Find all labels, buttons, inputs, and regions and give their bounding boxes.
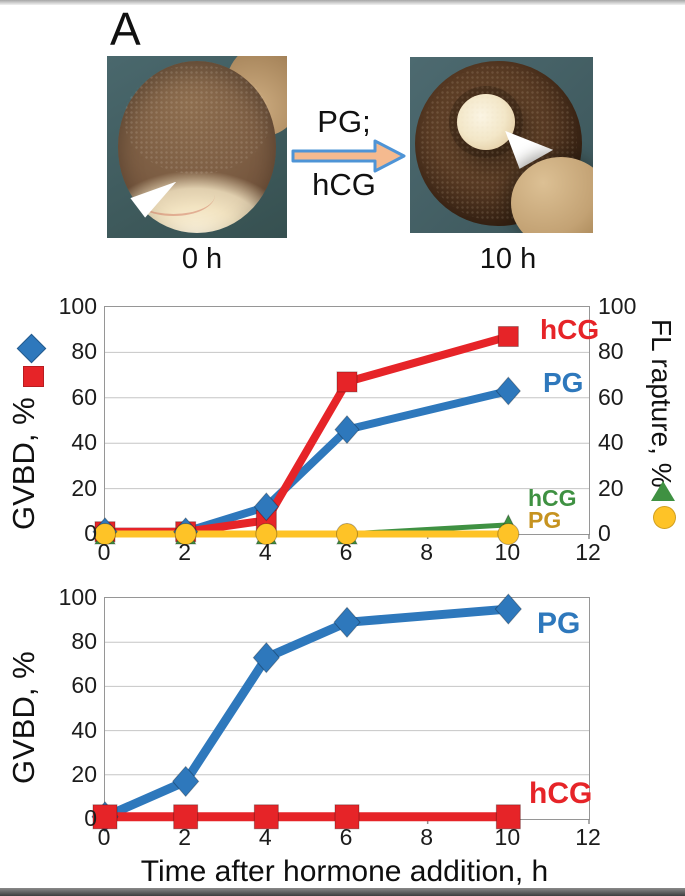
x-tick-label: 10 [494, 824, 521, 850]
y-tick-label-left: 40 [71, 429, 97, 456]
x-tick-label: 12 [575, 824, 601, 850]
marker-diamond [334, 415, 360, 445]
y-tick-label-left: 40 [71, 716, 97, 743]
arrow-bottom-label: hCG [312, 167, 376, 202]
panel-b-plot-area [92, 306, 590, 547]
top-edge-band [0, 0, 685, 5]
marker-square [336, 371, 358, 393]
marker-square [92, 804, 118, 830]
legend-marker-hcg-square [23, 366, 44, 387]
marker-circle [336, 523, 358, 545]
y-tick-label-left: 60 [71, 672, 97, 699]
oocyte-photo-0h [107, 56, 287, 238]
marker-diamond [252, 641, 280, 674]
series-line-pg--gvbd- [101, 386, 513, 536]
neighbor-oocyte-partial [511, 157, 593, 233]
y-tick-label-left: 100 [58, 584, 97, 610]
x-tick-label: 10 [494, 539, 521, 565]
legend-marker-pg-circle [653, 506, 676, 529]
x-tick-label: 4 [258, 824, 272, 850]
maturation-white-spot [457, 93, 516, 150]
marker-circle [255, 523, 278, 545]
y-tick-label-left: 20 [71, 474, 97, 501]
x-tick-label: 2 [178, 539, 192, 565]
panel-c-chart [91, 593, 590, 833]
x-tick-label: 4 [258, 539, 272, 565]
y-tick-label-right: 100 [598, 293, 637, 319]
y-tick-label-left: 80 [71, 338, 97, 365]
y-tick-label-right: 60 [598, 383, 624, 410]
panel-b-series-label-hcg-gvbd: hCG [540, 314, 600, 345]
marker-square [253, 804, 279, 830]
panel-c-series-label-hcg: hCG [529, 777, 593, 810]
arrow-top-label: PG; [317, 104, 371, 139]
y-tick-label-right: 20 [598, 474, 624, 501]
y-tick-label-left: 60 [71, 383, 97, 410]
panel-b-series-label-pg-gvbd: PG [543, 367, 584, 398]
marker-diamond [253, 492, 279, 522]
y-tick-label-left: 20 [71, 760, 97, 787]
panel-b-y-axis-label-left: GVBD, % [6, 397, 41, 531]
marker-circle [174, 523, 197, 545]
caption-0h: 0 h [181, 243, 223, 275]
x-tick-label: 8 [420, 539, 434, 565]
marker-square [334, 804, 360, 830]
y-tick-label-left: 80 [71, 628, 97, 655]
marker-square [495, 804, 521, 830]
x-tick-label: 8 [420, 824, 434, 850]
bottom-edge-band [0, 888, 685, 896]
marker-circle [497, 523, 520, 545]
y-tick-label-right: 0 [598, 520, 611, 546]
x-tick-label: 0 [97, 539, 111, 565]
panel-c-series-label-pg: PG [537, 607, 581, 640]
x-tick-label: 6 [339, 824, 353, 850]
x-tick-label: 6 [339, 539, 353, 565]
legend-marker-hcg-triangle [651, 481, 675, 501]
marker-diamond [495, 376, 521, 406]
x-tick-label: 0 [97, 824, 111, 850]
marker-diamond [333, 606, 361, 639]
marker-square [173, 804, 199, 830]
panel-a-label: A [110, 3, 141, 55]
caption-10h: 10 h [479, 243, 537, 275]
panel-b-chart [92, 326, 590, 547]
marker-square [497, 326, 519, 348]
treatment-arrow-icon [291, 139, 406, 173]
x-tick-label: 12 [575, 539, 601, 565]
panel-c-plot-area [91, 593, 590, 833]
marker-diamond [172, 765, 200, 798]
y-tick-label-right: 40 [598, 429, 624, 456]
y-tick-label-left: 0 [84, 520, 97, 546]
panel-b-series-label-hcg-fl: hCG [528, 485, 577, 511]
y-tick-label-left: 100 [58, 293, 97, 319]
panel-b-y-axis-label-right: FL rapture, % [646, 319, 677, 488]
series-line-hcg--gvbd- [101, 332, 513, 536]
y-tick-label-right: 80 [598, 338, 624, 365]
oocyte-photo-10h [410, 57, 593, 233]
x-tick-label: 2 [178, 824, 192, 850]
series-line-pg [100, 604, 513, 822]
y-tick-label-left: 0 [84, 805, 97, 831]
panel-b-series-label-pg-fl: PG [528, 507, 562, 533]
blood-vessel [132, 174, 215, 217]
marker-circle [94, 523, 116, 545]
panel-c-y-axis-label: GVBD, % [6, 651, 41, 785]
x-axis-title: Time after hormone addition, h [140, 855, 549, 888]
marker-diamond [494, 593, 522, 625]
